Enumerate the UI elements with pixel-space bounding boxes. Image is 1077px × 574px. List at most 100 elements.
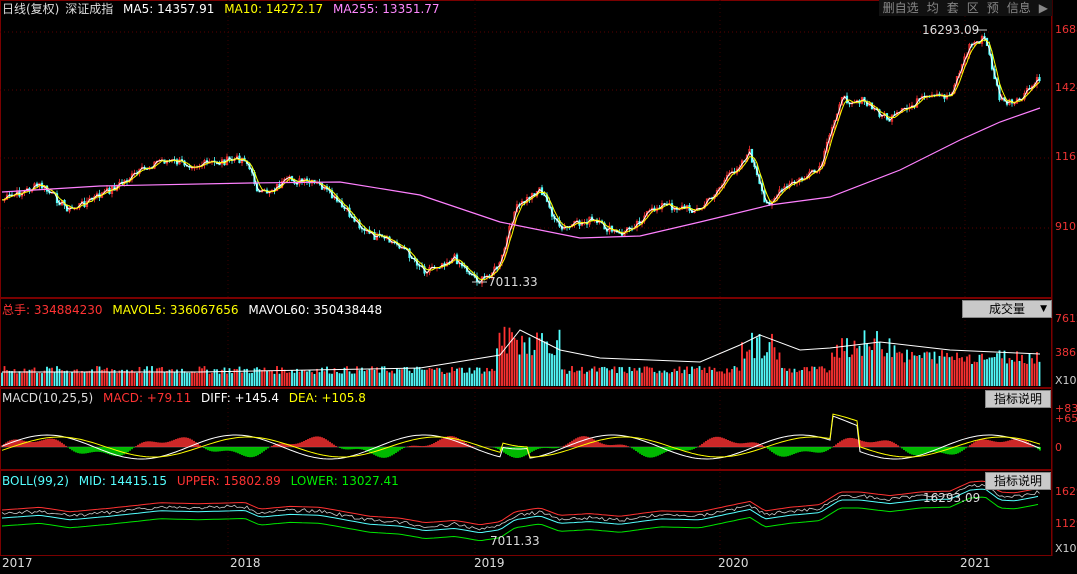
volume-bar (748, 349, 751, 386)
volume-bar (431, 368, 433, 386)
volume-bar (1033, 363, 1036, 386)
volume-bar (798, 370, 801, 386)
volume-bar (551, 353, 553, 386)
volume-bar (443, 373, 446, 386)
volume-bar (561, 369, 563, 386)
toolbar-remove-favorite[interactable]: 删自选 (882, 1, 919, 15)
volume-bar (933, 351, 936, 386)
volume-bar (341, 373, 343, 386)
volume-bar (21, 372, 23, 386)
boll-help-button[interactable]: 指标说明 (985, 472, 1051, 490)
volume-bar (868, 346, 871, 386)
volume-bar (588, 370, 591, 386)
volume-bar (473, 370, 476, 386)
volume-bar (456, 368, 458, 386)
volume-bar (968, 354, 971, 386)
chart-toolbar: 删自选 均 套 区 预 信息 ▶ (878, 0, 1052, 16)
volume-bar (308, 370, 311, 386)
volume-bar (173, 372, 176, 386)
x-axis-label-2019: 2019 (474, 556, 505, 570)
volume-bar (158, 367, 161, 386)
volume-bar (1006, 363, 1008, 386)
candle-body (78, 203, 81, 209)
boll-mid: MID: 14415.15 (78, 474, 167, 488)
volume-bar (388, 372, 391, 386)
volume-bar (603, 366, 606, 386)
volume-bar (3, 366, 6, 386)
volume-bar (426, 369, 428, 386)
volume-bar (1036, 352, 1038, 386)
volume-bar (951, 356, 953, 386)
volume-bar (78, 372, 81, 386)
volume-bar (851, 354, 853, 386)
volume-bar (711, 369, 713, 386)
volume-bar (761, 358, 763, 386)
volume-bar (276, 366, 278, 386)
boll-name: BOLL(99,2) (2, 474, 69, 488)
volume-bar (451, 367, 453, 386)
volume-bar (298, 371, 301, 386)
volume-bar (48, 368, 51, 386)
dea-value: DEA: +105.8 (288, 391, 366, 405)
volume-bar (63, 371, 66, 386)
volume-bar (763, 355, 766, 386)
volume-bar (783, 368, 786, 386)
volume-bar (271, 370, 273, 386)
volume-bar (356, 366, 358, 386)
volume-bar (203, 366, 206, 386)
diff-line (1, 415, 1041, 460)
volume-bar (983, 359, 986, 386)
volume-bar (856, 348, 858, 386)
volume-bar (583, 373, 586, 386)
toolbar-info[interactable]: 信息 (1006, 1, 1031, 15)
volume-unit: X10 (1055, 374, 1077, 387)
volume-bar (793, 368, 796, 386)
toolbar-average[interactable]: 均 (926, 1, 939, 15)
volume-bar (338, 373, 341, 386)
volume-bar (181, 368, 183, 386)
volume-bar (646, 366, 648, 386)
volume-bar (411, 373, 413, 386)
volume-bar (806, 367, 808, 386)
volume-bar (821, 366, 823, 386)
volume-bar (386, 370, 388, 386)
volume-bar (586, 371, 588, 386)
volume-bar (73, 369, 76, 386)
volume-bar (963, 361, 966, 386)
volume-bar (946, 352, 948, 386)
volume-bar (408, 370, 411, 386)
volume-bar (23, 368, 26, 386)
volume-bar (883, 356, 886, 386)
volume-bar (696, 367, 698, 386)
volume-bar (86, 371, 88, 386)
volume-bar (553, 355, 556, 386)
volume-bar (188, 372, 191, 386)
volume-bar (156, 368, 158, 386)
volume-bar (1038, 361, 1041, 386)
volume-bar (566, 373, 568, 386)
volume-bar (681, 373, 683, 386)
macd-help-button[interactable]: 指标说明 (985, 390, 1051, 408)
volume-bar (83, 371, 86, 386)
volume-bar (781, 367, 783, 386)
volume-bar (641, 372, 643, 386)
volume-bar (778, 352, 781, 386)
toolbar-expand-icon[interactable]: ▶ (1038, 1, 1048, 15)
candle-body (890, 114, 894, 122)
volume-bar (906, 349, 908, 386)
volume-bar (216, 369, 218, 386)
toolbar-range[interactable]: 区 (966, 1, 979, 15)
volume-bar (513, 337, 516, 386)
volume-bar (636, 370, 638, 386)
toolbar-forecast[interactable]: 预 (986, 1, 999, 15)
volume-bar (916, 355, 918, 386)
candle-body (828, 134, 831, 143)
volume-bar (538, 338, 541, 386)
volume-bar (543, 341, 546, 386)
toolbar-overlay[interactable]: 套 (946, 1, 959, 15)
volume-bar (278, 373, 281, 386)
volume-indicator-dropdown[interactable]: 成交量 ▼ (962, 300, 1052, 318)
volume-bar (206, 369, 208, 386)
volume-bar (423, 369, 426, 386)
